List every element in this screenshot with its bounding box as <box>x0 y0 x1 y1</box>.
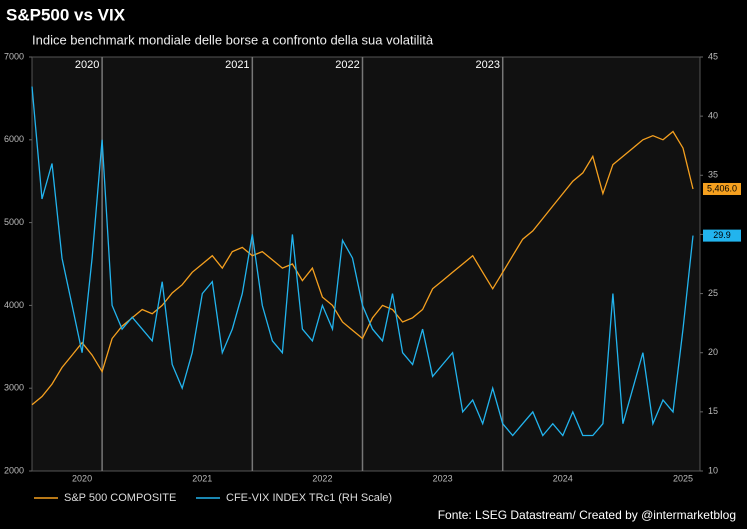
series-line <box>31 86 694 437</box>
x-tick-label: 2025 <box>673 473 693 483</box>
x-tick-label: 2023 <box>433 473 453 483</box>
y2-tick-label: 25 <box>708 288 718 298</box>
event-label: 2020 <box>75 59 99 71</box>
legend-label: S&P 500 COMPOSITE <box>64 492 176 504</box>
y-tick-label: 6000 <box>4 134 24 144</box>
event-label: 2022 <box>335 59 359 71</box>
y2-tick-label: 20 <box>708 347 718 357</box>
series-line <box>31 130 694 406</box>
event-label: 2021 <box>225 59 249 71</box>
y2-tick-label: 10 <box>708 465 718 475</box>
x-tick-label: 2024 <box>553 473 573 483</box>
y-tick-label: 7000 <box>4 51 24 61</box>
legend-label: CFE-VIX INDEX TRc1 (RH Scale) <box>226 492 392 504</box>
end-label: 5,406.0 <box>707 183 737 193</box>
event-label: 2023 <box>475 59 499 71</box>
chart-title: S&P500 vs VIX <box>6 5 126 24</box>
y2-tick-label: 45 <box>708 51 718 61</box>
x-tick-label: 2022 <box>312 473 332 483</box>
source: Fonte: LSEG Datastream/ Created by @inte… <box>438 508 736 522</box>
x-tick-label: 2020 <box>72 473 92 483</box>
end-label-box <box>703 229 741 242</box>
y2-tick-label: 35 <box>708 170 718 180</box>
y2-tick-label: 15 <box>708 406 718 416</box>
y-tick-label: 5000 <box>4 217 24 227</box>
y-tick-label: 2000 <box>4 465 24 475</box>
plot-area <box>31 56 701 472</box>
y-tick-label: 4000 <box>4 300 24 310</box>
subtitle: Indice benchmark mondiale delle borse a … <box>32 32 434 47</box>
y-tick-label: 3000 <box>4 383 24 393</box>
end-label: 29.9 <box>713 230 731 240</box>
end-label-box <box>703 182 741 195</box>
x-tick-label: 2021 <box>192 473 212 483</box>
y2-tick-label: 40 <box>708 111 718 121</box>
